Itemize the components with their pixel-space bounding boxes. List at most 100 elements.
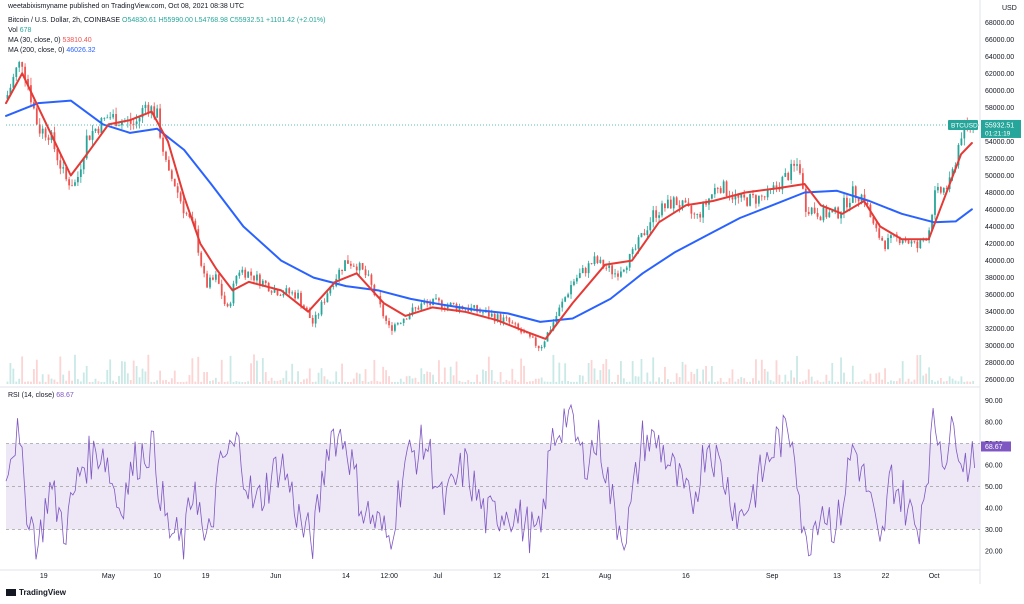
- volume-bar: [429, 372, 432, 384]
- ma30-legend[interactable]: MA (30, close, 0) 53810.40: [8, 37, 92, 44]
- price-tick-label: 30000.00: [985, 343, 1014, 350]
- tradingview-logo[interactable]: TradingView: [6, 588, 66, 597]
- time-tick-label: 10: [153, 573, 161, 580]
- candle-body: [112, 114, 115, 118]
- volume-bar: [746, 381, 749, 384]
- volume-bar: [851, 365, 854, 384]
- candle-body: [352, 265, 355, 267]
- candle-body: [810, 207, 813, 215]
- candle-body: [499, 314, 502, 323]
- candle-body: [150, 106, 153, 114]
- volume-bar: [716, 381, 719, 384]
- candle-body: [247, 271, 250, 278]
- volume-bar: [47, 374, 50, 384]
- volume-bar: [68, 370, 71, 384]
- volume-bar: [564, 363, 567, 384]
- volume-bar: [784, 374, 787, 384]
- candle-body: [223, 295, 226, 305]
- volume-bar: [757, 380, 760, 384]
- volume-bar: [546, 381, 549, 384]
- candle-body: [279, 295, 282, 297]
- time-tick-label: Jul: [433, 573, 442, 580]
- volume-bar: [59, 356, 62, 384]
- rsi-legend[interactable]: RSI (14, close) 68.67: [8, 392, 74, 399]
- volume-bar: [752, 378, 754, 384]
- volume-bar: [884, 368, 886, 384]
- volume-bar: [235, 381, 238, 384]
- candle-body: [957, 144, 960, 166]
- candle-body: [596, 256, 599, 263]
- volume-bar: [620, 361, 622, 384]
- candle-body: [24, 66, 26, 79]
- volume-bar: [147, 354, 150, 384]
- volume-bar: [385, 370, 388, 384]
- candle-body: [672, 197, 675, 209]
- candle-body: [399, 322, 402, 324]
- volume-bar: [666, 379, 669, 384]
- candle-body: [661, 203, 663, 216]
- candle-body: [875, 223, 878, 229]
- candle-body: [801, 173, 804, 189]
- volume-bar: [344, 381, 346, 384]
- candle-body: [843, 197, 845, 213]
- volume-bar: [267, 381, 270, 384]
- volume-bar: [326, 379, 329, 384]
- candle-body: [303, 305, 305, 308]
- volume-bar: [50, 378, 53, 384]
- candle-body: [264, 280, 267, 283]
- volume-bar: [355, 372, 358, 384]
- candle-body: [646, 230, 649, 236]
- volume-bar: [931, 379, 933, 384]
- candle-body: [793, 163, 795, 166]
- volume-bar: [652, 357, 655, 384]
- rsi-tick-label: 80.00: [985, 420, 1003, 427]
- candle-body: [620, 271, 622, 277]
- volume-bar: [261, 358, 264, 384]
- time-tick-label: Jun: [270, 573, 281, 580]
- volume-bar: [24, 381, 26, 384]
- volume-bar: [38, 381, 41, 384]
- candle-body: [35, 108, 38, 125]
- volume-bar: [426, 371, 429, 384]
- candle-body: [121, 121, 123, 126]
- price-tick-label: 46000.00: [985, 207, 1014, 214]
- candle-body: [564, 297, 567, 302]
- volume-bar: [388, 376, 390, 384]
- volume-bar: [922, 375, 925, 384]
- volume-bar: [496, 381, 499, 384]
- volume-bar: [890, 380, 892, 384]
- candle-body: [391, 325, 393, 331]
- symbol-line: Bitcoin / U.S. Dollar, 2h, COINBASE O548…: [8, 17, 325, 24]
- candle-body: [214, 274, 217, 280]
- volume-bar: [755, 359, 757, 384]
- volume-bar: [185, 381, 188, 384]
- volume-bar: [934, 381, 936, 384]
- volume-bar: [749, 381, 751, 384]
- candle-body: [261, 280, 264, 286]
- volume-bar: [188, 375, 191, 384]
- volume-bar: [382, 366, 385, 384]
- candle-body: [270, 291, 273, 293]
- volume-bar: [6, 381, 9, 384]
- candle-body: [555, 316, 558, 323]
- volume-bar: [279, 380, 282, 384]
- candle-body: [537, 345, 540, 349]
- candle-body: [684, 200, 687, 203]
- candle-body: [558, 307, 561, 317]
- volume-bar: [71, 380, 73, 384]
- candle-body: [945, 187, 948, 190]
- candle-body: [349, 263, 352, 266]
- ma200-legend[interactable]: MA (200, close, 0) 46026.32: [8, 47, 96, 54]
- candle-body: [743, 194, 746, 198]
- candle-body: [581, 268, 584, 274]
- candle-body: [781, 176, 784, 190]
- candle-body: [934, 190, 936, 215]
- volume-bar: [781, 381, 784, 384]
- volume-bar: [878, 372, 881, 384]
- volume-bar: [150, 381, 153, 384]
- volume-bar: [168, 381, 170, 384]
- volume-bar: [320, 368, 323, 384]
- vol-legend[interactable]: Vol 678: [8, 27, 31, 34]
- candle-body: [951, 169, 954, 178]
